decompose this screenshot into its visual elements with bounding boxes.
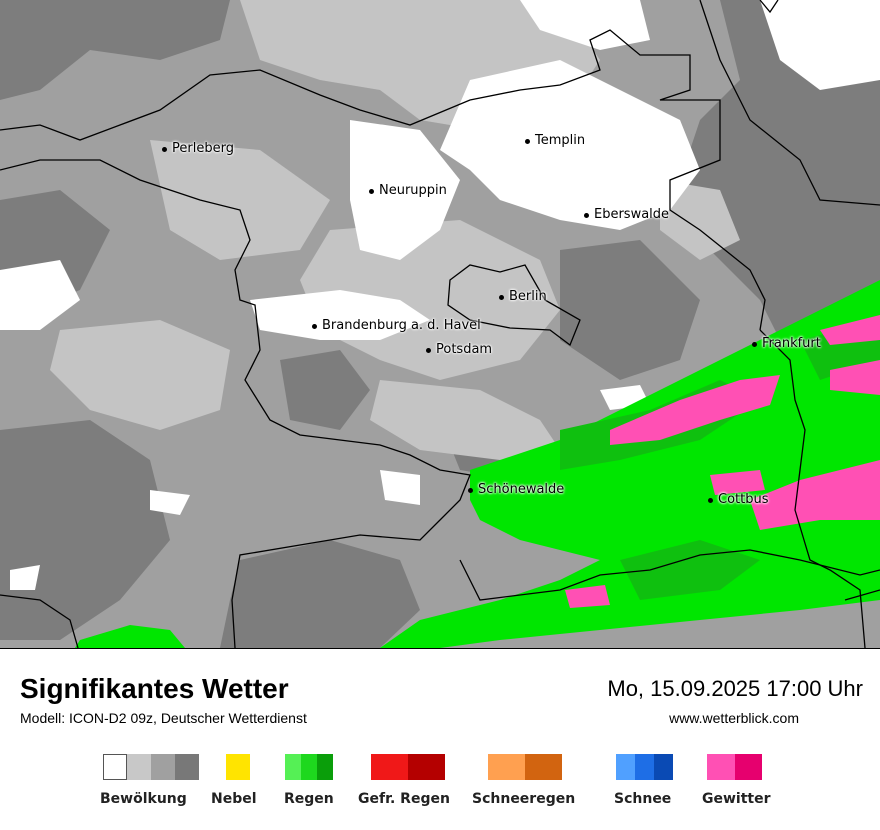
legend-label-thunderstorm: Gewitter [702,791,771,807]
map-layers [0,0,880,648]
city-dot-icon [369,188,374,194]
state-border-north [0,29,766,331]
legend-swatch [525,754,562,780]
legend-swatch [488,754,525,780]
legend-snow [616,754,673,780]
legend-swatch [151,754,175,780]
city-dot-icon [468,487,473,493]
legend-swatch [226,754,250,780]
model-info: Modell: ICON-D2 09z, Deutscher Wetterdie… [20,710,307,726]
city-eberswalde: Eberswalde [584,208,669,223]
legend-swatch [103,754,127,780]
legend-label-snow: Schnee [614,791,672,807]
legend-swatch [735,754,762,780]
legend-swatch [317,754,333,780]
legend-fog [226,754,250,780]
legend-thunderstorm [707,754,762,780]
legend-swatch [616,754,635,780]
city-perleberg: Perleberg [162,142,234,157]
legend-swatch [408,754,445,780]
legend-swatch [635,754,654,780]
legend-freezing-rain [371,754,445,780]
city-templin: Templin [525,134,585,149]
city-frankfurt: Frankfurt [752,337,821,352]
border-ne [759,0,779,14]
city-dot-icon [708,497,713,503]
state-border-south [459,549,880,601]
city-dot-icon [584,212,589,218]
city-dot-icon [499,294,504,300]
legend-swatch [301,754,317,780]
legend-swatch [371,754,408,780]
berlin-border [447,264,581,347]
city-dot-icon [752,341,757,347]
state-border-west [0,159,471,648]
legend-label-rain: Regen [284,791,334,807]
legend-label-fog: Nebel [211,791,257,807]
city-schoenewalde: Schönewalde [468,483,564,498]
legend-swatch [654,754,673,780]
website-link[interactable]: www.wetterblick.com [669,710,799,726]
legend-label-sleet: Schneeregen [472,791,576,807]
border-se [844,589,880,601]
border-sw [0,594,79,648]
legend-swatch [707,754,735,780]
city-dot-icon [162,146,167,152]
city-brandenburg: Brandenburg a. d. Havel [312,319,481,334]
weather-map: Perleberg Templin Neuruppin Eberswalde B… [0,0,880,649]
city-dot-icon [312,323,317,329]
legend-label-freezing-rain: Gefr. Regen [358,791,450,807]
thunderstorm-areas [565,315,880,608]
map-title: Signifikantes Wetter [20,673,289,704]
legend-swatch [127,754,151,780]
national-border-east [699,0,880,648]
clear-areas [0,0,880,590]
legend-label-clouds: Bewölkung [100,791,187,807]
forecast-datetime: Mo, 15.09.2025 17:00 Uhr [607,676,863,701]
city-cottbus: Cottbus [708,493,769,508]
legend-swatch [175,754,199,780]
city-potsdam: Potsdam [426,343,492,358]
city-neuruppin: Neuruppin [369,184,447,199]
legend-sleet [488,754,562,780]
city-dot-icon [426,347,431,353]
map-footer: Signifikantes Wetter Modell: ICON-D2 09z… [0,649,880,830]
legend-clouds [103,754,199,780]
legend-rain [285,754,333,780]
legend-swatch [285,754,301,780]
borders [0,0,880,648]
city-berlin: Berlin [499,290,547,305]
city-dot-icon [525,138,530,144]
